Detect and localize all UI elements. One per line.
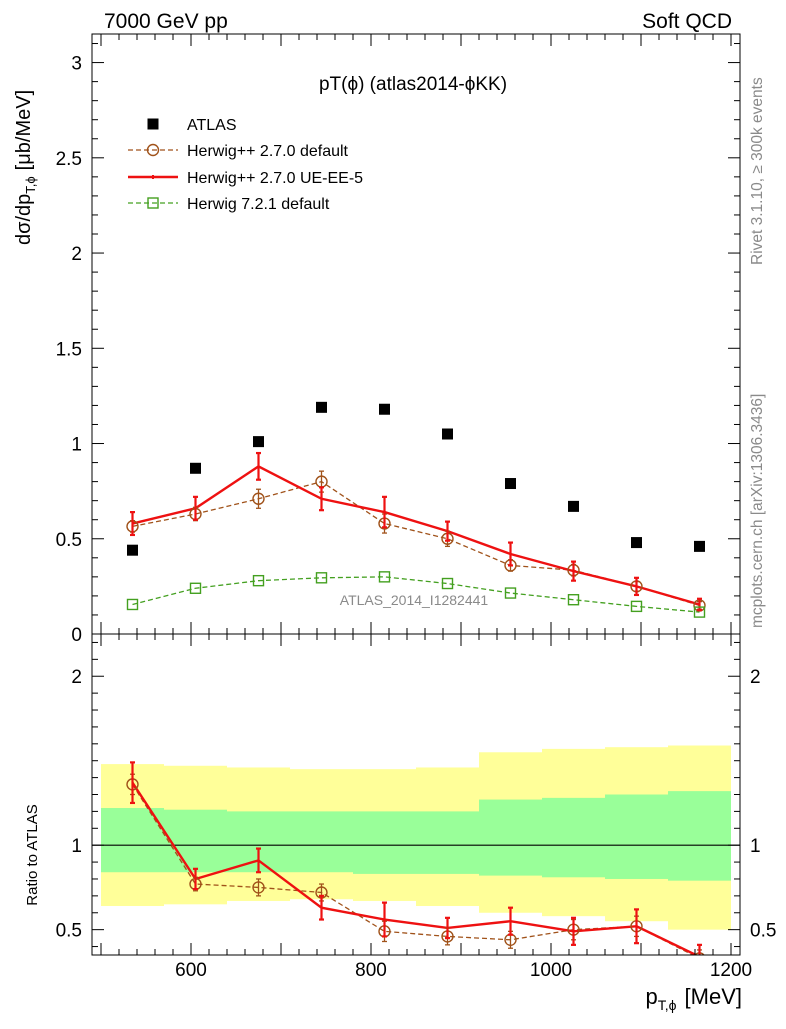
ratio-y-tick-label: 0.5 <box>56 921 82 942</box>
main-y-tick-label: 3 <box>71 54 82 75</box>
ratio-y-tick-label: 2 <box>71 667 82 688</box>
legend-marker-herwig270 <box>146 143 160 157</box>
data-point-herwig721 <box>315 572 328 584</box>
ratio-y-tick-label-right: 1 <box>750 836 761 857</box>
header-left: 7000 GeV pp <box>104 10 228 33</box>
data-point-atlas <box>442 428 453 440</box>
data-point-herwig721 <box>630 600 643 613</box>
data-point-herwig721 <box>252 574 265 587</box>
data-point-atlas <box>568 500 579 512</box>
main-y-axis-label-main: dσ/dp <box>13 194 35 245</box>
data-point-herwig721 <box>567 594 580 606</box>
uncertainty-band-inner <box>164 809 227 873</box>
main-y-tick-label: 1 <box>71 435 82 456</box>
legend-label-atlas: ATLAS <box>187 117 237 134</box>
ratio-series-group <box>126 761 705 955</box>
main-y-tick-label: 0.5 <box>56 530 82 551</box>
data-point-atlas <box>631 537 642 549</box>
series-line-ueee5 <box>132 464 700 606</box>
x-tick-label: 1000 <box>530 960 572 981</box>
ratio-y-tick-label-right: 2 <box>750 667 761 688</box>
uncertainty-band-inner <box>605 794 668 879</box>
data-point-atlas <box>505 478 516 490</box>
data-point-atlas <box>316 401 327 413</box>
data-point-herwig721 <box>378 571 391 583</box>
x-tick-label: 800 <box>355 960 387 981</box>
ratio-y-axis-label: Ratio to ATLAS <box>24 804 41 905</box>
data-point-herwig721 <box>441 577 454 590</box>
main-y-axis-label-unit: [μb/MeV] <box>13 90 35 170</box>
main-plot-title: pT(ϕ) (atlas2014-ϕKK) <box>319 74 507 95</box>
data-point-herwig721 <box>504 587 517 599</box>
uncertainty-band-inner <box>353 811 416 874</box>
uncertainty-band-inner <box>542 797 605 878</box>
data-point-atlas <box>127 544 138 556</box>
legend-marker-atlas <box>147 118 159 130</box>
uncertainty-band-inner <box>416 811 479 874</box>
legend-label-ueee5: Herwig++ 2.7.0 UE-EE-5 <box>187 170 363 187</box>
data-point-atlas <box>694 540 705 552</box>
data-point-herwig721 <box>126 598 139 611</box>
main-y-tick-label: 2 <box>71 244 82 265</box>
legend-marker-herwig721 <box>147 197 159 209</box>
data-point-herwig270 <box>252 492 265 505</box>
uncertainty-band-inner <box>479 799 542 876</box>
series-line-herwig721 <box>132 576 700 613</box>
data-point-herwig721 <box>189 582 202 594</box>
main-y-tick-label: 2.5 <box>56 149 82 170</box>
main-y-axis-label: dσ/dpT,ϕ [μb/MeV] <box>13 90 38 245</box>
main-y-tick-label: 1.5 <box>56 339 82 360</box>
ratio-y-tick-label-right: 0.5 <box>750 921 776 942</box>
series-line-herwig270 <box>132 480 700 607</box>
x-tick-label: 600 <box>175 960 207 981</box>
uncertainty-band-inner <box>290 811 353 873</box>
ratio-plot-panel: 0.5 0.5 1 1 2 2 600 800 1000 1200 <box>56 633 776 981</box>
uncertainty-band-inner <box>668 791 731 881</box>
ratio-point-herwig270 <box>252 881 265 894</box>
x-axis-label-sub: T,ϕ <box>658 997 677 1013</box>
ratio-y-tick-label: 1 <box>71 836 82 857</box>
legend-label-herwig721: Herwig 7.2.1 default <box>187 196 330 213</box>
main-y-axis-label-sub: T,ϕ <box>23 176 38 193</box>
x-tick-label: 1200 <box>710 960 752 981</box>
data-point-atlas <box>190 462 201 474</box>
x-axis-label-main: p <box>646 984 658 1009</box>
main-y-tick-label: 0 <box>71 625 82 646</box>
data-point-atlas <box>253 436 264 448</box>
analysis-watermark: ATLAS_2014_I1282441 <box>340 592 489 608</box>
rivet-version-label: Rivet 3.1.10, ≥ 300k events <box>749 77 766 265</box>
x-axis-label: pT,ϕ [MeV] <box>646 984 742 1013</box>
legend: ATLAS Herwig++ 2.7.0 default Herwig++ 2.7.… <box>128 117 363 213</box>
main-plot-panel: 0 0.5 1 1.5 2 2.5 3 <box>56 33 741 646</box>
header-right: Soft QCD <box>642 10 732 33</box>
data-point-atlas <box>379 403 390 415</box>
x-axis-label-unit: [MeV] <box>685 984 742 1009</box>
ratio-line-ueee5 <box>131 782 699 955</box>
legend-label-herwig270: Herwig++ 2.7.0 default <box>187 143 349 160</box>
mcplots-source-label: mcplots.cern.ch [arXiv:1306.3436] <box>749 394 766 628</box>
data-point-herwig721 <box>693 606 706 618</box>
